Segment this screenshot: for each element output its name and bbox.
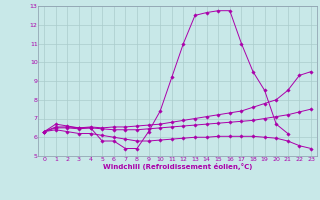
X-axis label: Windchill (Refroidissement éolien,°C): Windchill (Refroidissement éolien,°C) xyxy=(103,163,252,170)
